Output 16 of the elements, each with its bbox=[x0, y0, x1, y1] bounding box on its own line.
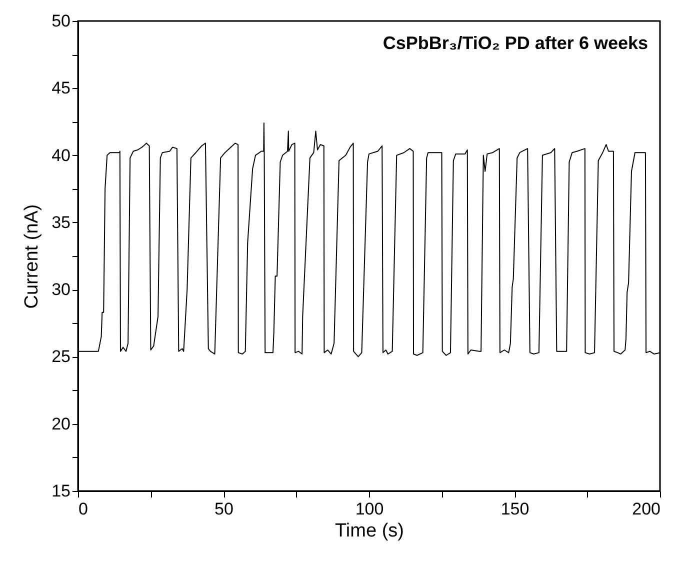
y-tick-label: 30 bbox=[52, 280, 70, 300]
y-tick-label: 35 bbox=[52, 212, 70, 232]
x-tick-label: 100 bbox=[355, 500, 384, 518]
x-tick-label: 50 bbox=[214, 500, 234, 518]
y-tick-label: 25 bbox=[52, 347, 70, 366]
text: CsPbBr₃/TiO₂ PD after 6 weeks bbox=[382, 33, 648, 53]
y-tick-label: 15 bbox=[52, 482, 70, 500]
x-tick-label: 0 bbox=[78, 500, 88, 518]
y-tick-label: 40 bbox=[52, 146, 70, 165]
x-tick-label: 150 bbox=[500, 500, 530, 518]
y-tick-label: 20 bbox=[52, 414, 70, 434]
y-axis-title: Current (nA) bbox=[22, 204, 43, 309]
x-axis-title: Time (s) bbox=[335, 520, 404, 542]
x-tick-label: 200 bbox=[632, 500, 660, 518]
y-tick-label: 45 bbox=[52, 78, 70, 98]
y-tick-label: 50 bbox=[52, 12, 70, 30]
